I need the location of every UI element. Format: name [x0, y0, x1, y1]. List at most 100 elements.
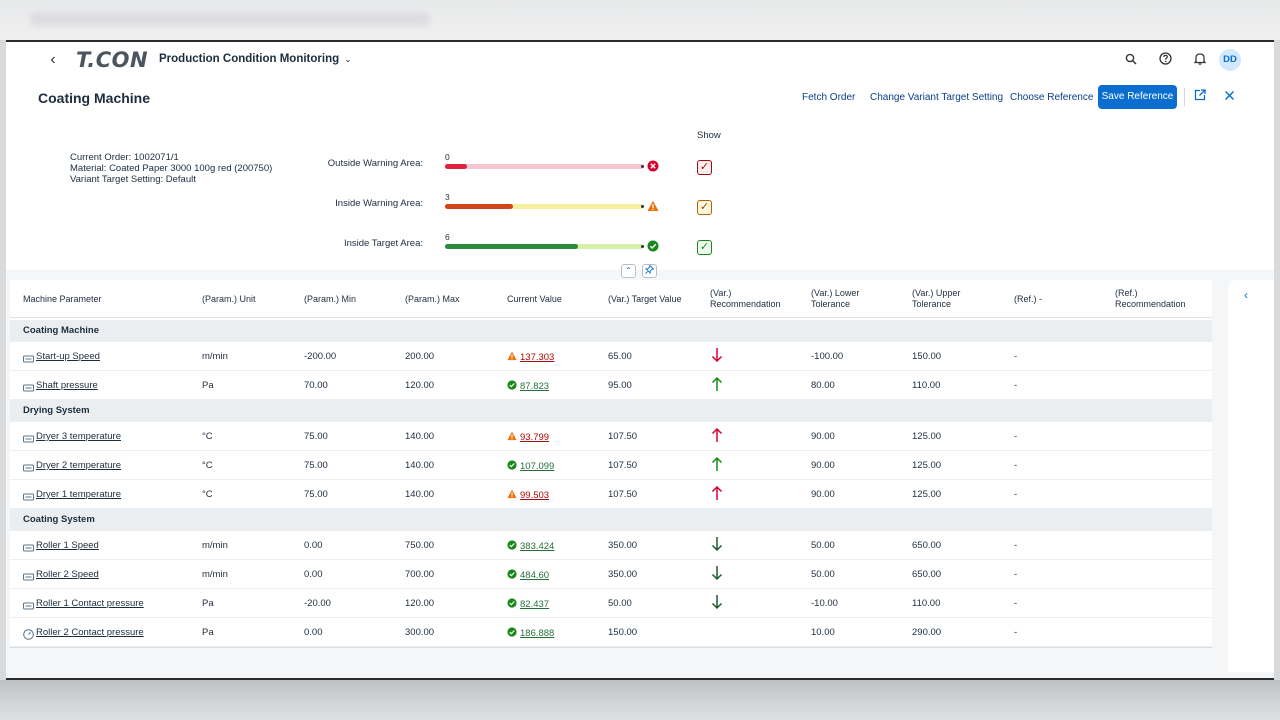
- upper-tolerance-cell: 150.00: [912, 351, 942, 362]
- unit-cell: Pa: [202, 380, 214, 391]
- col-ref-recommendation[interactable]: (Ref.) Recommendation: [1115, 288, 1186, 309]
- parameter-link[interactable]: Shaft pressure: [36, 380, 98, 391]
- parameter-link[interactable]: Roller 2 Speed: [36, 569, 99, 580]
- warning-triangle-icon: [507, 351, 520, 363]
- target-value-cell: 50.00: [608, 598, 632, 609]
- parameter-link[interactable]: Roller 1 Speed: [36, 540, 99, 551]
- table-row[interactable]: Roller 1 Contact pressure Pa -20.00 120.00 8…: [10, 589, 1212, 618]
- parameter-icon[interactable]: [23, 460, 34, 472]
- pin-header-button[interactable]: [642, 264, 657, 278]
- ref-cell: -: [1014, 569, 1018, 580]
- arrow-down-icon: [711, 566, 723, 581]
- col-var-upper-tolerance[interactable]: (Var.) Upper Tolerance: [912, 288, 961, 309]
- table-row[interactable]: Dryer 1 temperature °C 75.00 140.00 99.503 10…: [10, 480, 1212, 509]
- min-cell: 75.00: [304, 460, 328, 471]
- ref-cell: -: [1014, 627, 1018, 638]
- current-value-link[interactable]: 484.60: [507, 569, 549, 581]
- parameter-icon[interactable]: [23, 598, 34, 610]
- min-cell: 0.00: [304, 540, 323, 551]
- warning-triangle-icon: [507, 489, 520, 501]
- pin-icon: [644, 264, 655, 275]
- change-variant-target-button[interactable]: Change Variant Target Setting: [870, 92, 1004, 103]
- parameter-link[interactable]: Roller 1 Contact pressure: [36, 598, 144, 609]
- group-row[interactable]: Drying System: [10, 400, 1212, 422]
- parameter-icon[interactable]: [23, 489, 34, 501]
- inside-target-fill: [445, 244, 579, 249]
- parameter-icon[interactable]: [23, 431, 34, 443]
- table-row[interactable]: Dryer 3 temperature °C 75.00 140.00 93.799 10…: [10, 422, 1212, 451]
- target-value-cell: 107.50: [608, 489, 638, 500]
- col-param-min[interactable]: (Param.) Min: [304, 294, 357, 304]
- lower-tolerance-cell: 80.00: [811, 380, 835, 391]
- current-value-link[interactable]: 99.503: [507, 489, 549, 501]
- notifications-bell-icon[interactable]: [1190, 51, 1210, 71]
- current-value-link[interactable]: 87.823: [507, 380, 549, 392]
- app-title-menu[interactable]: Production Condition Monitoring ⌄: [159, 53, 352, 65]
- unit-cell: m/min: [202, 351, 228, 362]
- parameter-icon[interactable]: [23, 380, 34, 392]
- current-value-link[interactable]: 186.888: [507, 627, 554, 639]
- save-reference-button[interactable]: Save Reference: [1098, 85, 1177, 109]
- current-value-link[interactable]: 137.303: [507, 351, 554, 363]
- outside-warning-fill: [445, 164, 467, 169]
- back-icon[interactable]: ‹: [50, 51, 56, 68]
- group-row[interactable]: Coating Machine: [10, 320, 1212, 342]
- table-row[interactable]: Start-up Speed m/min -200.00 200.00 137.303 6…: [10, 342, 1212, 371]
- table-row[interactable]: Roller 2 Contact pressure Pa 0.00 300.00 186…: [10, 618, 1212, 647]
- fetch-order-button[interactable]: Fetch Order: [802, 92, 856, 103]
- side-panel: [1228, 280, 1274, 672]
- shell-bar: ‹ T.CON Production Condition Monitoring ⌄…: [6, 42, 1274, 80]
- help-icon[interactable]: [1155, 51, 1175, 71]
- current-value-link[interactable]: 107.099: [507, 460, 554, 472]
- parameter-icon[interactable]: [23, 540, 34, 552]
- current-value-link[interactable]: 93.799: [507, 431, 549, 443]
- success-check-icon: [507, 540, 520, 552]
- parameter-link[interactable]: Start-up Speed: [36, 351, 100, 362]
- warning-triangle-icon: [507, 431, 520, 443]
- parameter-link[interactable]: Dryer 1 temperature: [36, 489, 122, 500]
- gauge-icon[interactable]: [23, 627, 34, 640]
- expand-side-panel-icon[interactable]: ‹: [1244, 288, 1248, 302]
- col-var-lower-tolerance[interactable]: (Var.) Lower Tolerance: [811, 288, 860, 309]
- parameter-link[interactable]: Roller 2 Contact pressure: [36, 627, 144, 638]
- ref-cell: -: [1014, 431, 1018, 442]
- table-row[interactable]: Shaft pressure Pa 70.00 120.00 87.823 95.00 80…: [10, 371, 1212, 400]
- current-value-link[interactable]: 82.437: [507, 598, 549, 610]
- search-icon[interactable]: [1121, 51, 1141, 71]
- outside-warning-show-checkbox[interactable]: ✓: [697, 160, 712, 175]
- success-check-icon: [647, 240, 659, 252]
- col-var-recommendation[interactable]: (Var.) Recommendation: [710, 288, 781, 309]
- min-cell: -20.00: [304, 598, 331, 609]
- collapse-header-button[interactable]: ⌃: [621, 264, 636, 278]
- table-row[interactable]: Roller 1 Speed m/min 0.00 750.00 383.424 350.…: [10, 531, 1212, 560]
- inside-warning-show-checkbox[interactable]: ✓: [697, 200, 712, 215]
- lower-tolerance-cell: -100.00: [811, 351, 844, 362]
- col-param-unit[interactable]: (Param.) Unit: [202, 294, 256, 304]
- share-icon[interactable]: [1191, 88, 1209, 106]
- app-logo: T.CON: [76, 48, 149, 72]
- lower-tolerance-cell: 90.00: [811, 431, 835, 442]
- close-icon[interactable]: [1220, 88, 1238, 106]
- parameter-link[interactable]: Dryer 3 temperature: [36, 431, 122, 442]
- arrow-up-icon: [711, 485, 723, 500]
- choose-reference-button[interactable]: Choose Reference: [1010, 92, 1094, 103]
- col-current-value[interactable]: Current Value: [507, 294, 562, 304]
- col-var-target-value[interactable]: (Var.) Target Value: [608, 294, 682, 304]
- bar-end-dot: [641, 165, 644, 168]
- table-row[interactable]: Roller 2 Speed m/min 0.00 700.00 484.60 350.0…: [10, 560, 1212, 589]
- table-row[interactable]: Dryer 2 temperature °C 75.00 140.00 107.099 1…: [10, 451, 1212, 480]
- parameter-icon[interactable]: [23, 569, 34, 581]
- current-value-link[interactable]: 383.424: [507, 540, 554, 552]
- blurred-browser-bottom: [0, 680, 1280, 720]
- max-cell: 120.00: [405, 380, 435, 391]
- col-param-max[interactable]: (Param.) Max: [405, 294, 460, 304]
- col-ref-dash[interactable]: (Ref.) -: [1014, 294, 1042, 304]
- show-label: Show: [697, 130, 721, 141]
- inside-target-show-checkbox[interactable]: ✓: [697, 240, 712, 255]
- parameter-link[interactable]: Dryer 2 temperature: [36, 460, 122, 471]
- user-avatar[interactable]: DD: [1219, 49, 1241, 71]
- col-machine-parameter[interactable]: Machine Parameter: [23, 294, 102, 304]
- group-row[interactable]: Coating System: [10, 509, 1212, 531]
- parameter-icon[interactable]: [23, 351, 34, 363]
- min-cell: -200.00: [304, 351, 337, 362]
